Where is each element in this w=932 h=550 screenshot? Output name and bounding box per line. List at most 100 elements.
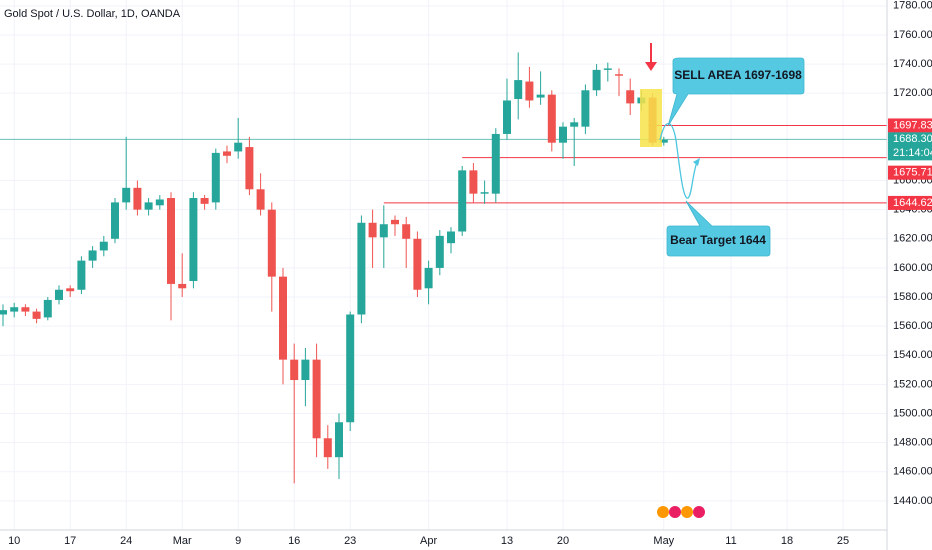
price-label-box	[888, 118, 932, 133]
candle-body	[346, 314, 355, 423]
last-price-label: 1688.308	[893, 133, 932, 145]
candle-body	[536, 94, 545, 98]
candle-body	[200, 198, 209, 204]
y-tick-label: 1580.000	[893, 291, 932, 303]
candle-body	[144, 202, 153, 210]
candle-body	[435, 235, 444, 268]
target-callout	[666, 200, 771, 257]
candle-body	[335, 422, 343, 458]
y-tick-label: 1760.000	[893, 29, 932, 41]
x-tick-label: 23	[344, 535, 356, 547]
candle-body	[447, 231, 455, 244]
y-tick-label: 1540.000	[893, 349, 932, 361]
x-tick-label: 10	[8, 535, 20, 547]
x-tick-label: 25	[837, 535, 849, 547]
candle-body	[559, 126, 567, 143]
y-tick-label: 1440.000	[893, 495, 932, 507]
candle-body	[301, 359, 310, 381]
candle-body	[10, 307, 19, 312]
highlight-box	[640, 89, 662, 147]
event-icon	[657, 506, 669, 518]
y-tick-label: 1480.000	[893, 437, 932, 449]
candle-body	[0, 310, 7, 315]
x-tick-label: Apr	[420, 535, 437, 547]
x-tick-label: 11	[725, 535, 736, 547]
event-icon	[681, 506, 693, 518]
x-tick-label: 13	[501, 535, 513, 547]
candle-body	[458, 170, 467, 232]
candle-body	[503, 100, 511, 134]
candle-body	[603, 68, 612, 70]
candle-body	[525, 81, 534, 101]
candle-body	[615, 74, 623, 76]
candle-body	[592, 69, 601, 91]
overlay: SELL AREA 1697-1698 Bear Target 1644	[640, 43, 805, 518]
last-price-box	[888, 132, 932, 161]
candles	[0, 52, 668, 484]
x-tick-label: 24	[120, 535, 132, 547]
candle-body	[77, 260, 86, 290]
candle-body	[267, 209, 276, 277]
price-label: 1697.837	[893, 119, 932, 131]
x-tick-label: 18	[781, 535, 793, 547]
candle-body	[480, 192, 489, 194]
y-tick-label: 1780.000	[893, 0, 932, 12]
candle-body	[368, 222, 377, 238]
candle-body	[547, 94, 556, 143]
candle-body	[167, 198, 175, 284]
candle-body	[55, 289, 63, 300]
candle-body	[357, 222, 366, 315]
price-label-box	[888, 165, 932, 180]
sell-callout	[667, 57, 805, 127]
candle-body	[234, 142, 243, 152]
candle-body	[245, 147, 254, 190]
candle-body	[43, 299, 52, 318]
candle-body	[491, 133, 500, 194]
candle-body	[133, 187, 142, 210]
x-tick-label: 9	[235, 535, 241, 547]
candle-body	[256, 189, 265, 210]
levels	[0, 124, 887, 204]
countdown-label: 21:14:04	[893, 147, 932, 159]
chart-title: Gold Spot / U.S. Dollar, 1D, OANDA	[4, 8, 181, 20]
y-tick-label: 1520.000	[893, 378, 932, 390]
candle-body	[189, 198, 198, 282]
event-icon	[669, 506, 681, 518]
price-label: 1675.717	[893, 167, 932, 179]
candle-body	[659, 139, 668, 143]
candle-body	[413, 238, 422, 290]
y-tick-label: 1500.000	[893, 407, 932, 419]
axis: 1780.0001760.0001740.0001720.0001660.000…	[8, 0, 932, 547]
price-label-box	[888, 195, 932, 210]
candle-body	[211, 152, 220, 203]
candle-body	[88, 250, 97, 261]
candle-body	[323, 438, 332, 458]
candle-body	[570, 122, 579, 127]
price-axis-bg	[887, 0, 932, 550]
x-tick-label: 16	[288, 535, 300, 547]
grid	[0, 0, 887, 530]
event-icon	[693, 506, 705, 518]
arrow-head	[645, 62, 657, 71]
candle-body	[32, 311, 41, 319]
sell-callout-text: SELL AREA 1697-1698	[674, 68, 802, 82]
x-tick-label: May	[653, 535, 674, 547]
candle-body	[379, 224, 388, 238]
y-tick-label: 1600.000	[893, 262, 932, 274]
candle-body	[391, 219, 399, 225]
candle-body	[290, 359, 299, 381]
y-tick-label: 1740.000	[893, 58, 932, 70]
candle-body	[402, 224, 411, 239]
y-tick-label: 1560.000	[893, 320, 932, 332]
candle-body	[424, 267, 433, 289]
y-tick-label: 1720.000	[893, 87, 932, 99]
candle-body	[469, 170, 478, 194]
candle-body	[99, 241, 108, 251]
x-tick-label: Mar	[173, 535, 192, 547]
price-label: 1644.629	[893, 197, 932, 209]
projection-arrow	[693, 158, 700, 166]
candle-body	[223, 151, 231, 156]
y-tick-label: 1460.000	[893, 466, 932, 478]
candle-body	[66, 288, 75, 292]
